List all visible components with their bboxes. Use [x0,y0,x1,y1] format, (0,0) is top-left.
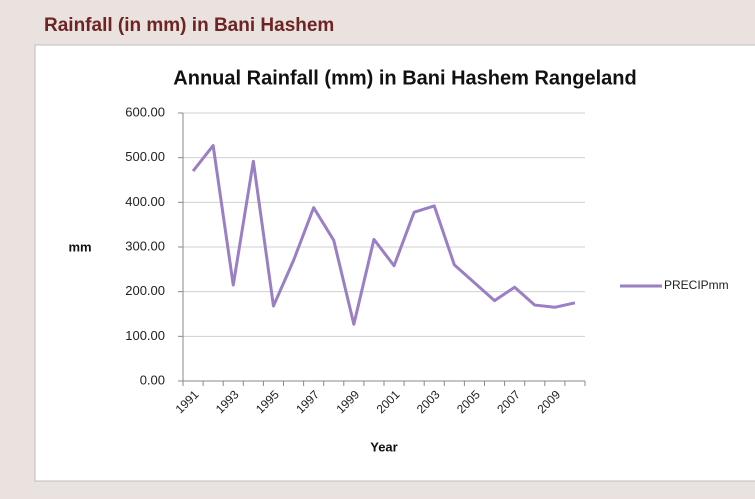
y-tick-label: 0.00 [140,372,165,387]
x-axis-label: Year [370,439,397,454]
y-tick-label: 300.00 [125,238,165,253]
legend-label: PRECIPmm [664,278,729,292]
panel-title: Rainfall (in mm) in Bani Hashem [44,15,334,36]
chart-title: Annual Rainfall (mm) in Bani Hashem Rang… [173,67,636,89]
y-tick-label: 600.00 [125,104,165,119]
y-tick-label: 400.00 [125,194,165,209]
y-axis-label: mm [68,239,91,254]
y-tick-label: 100.00 [125,328,165,343]
y-tick-label: 200.00 [125,283,165,298]
data-line [191,144,576,326]
y-tick-label: 500.00 [125,149,165,164]
